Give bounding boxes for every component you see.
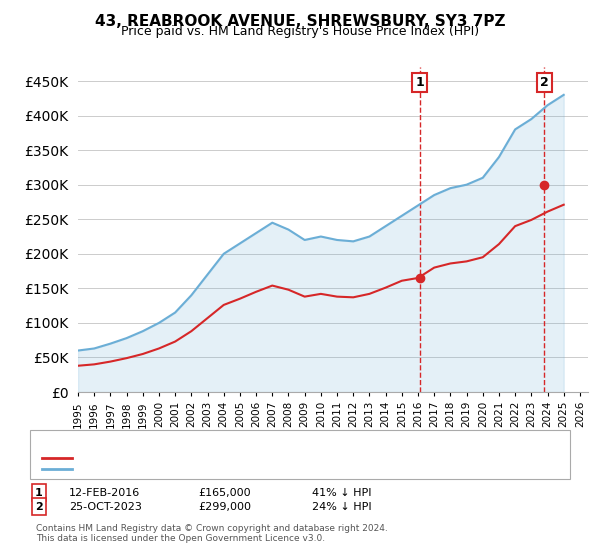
Text: 25-OCT-2023: 25-OCT-2023	[69, 502, 142, 512]
Text: Contains HM Land Registry data © Crown copyright and database right 2024.
This d: Contains HM Land Registry data © Crown c…	[36, 524, 388, 543]
Text: 12-FEB-2016: 12-FEB-2016	[69, 488, 140, 498]
Text: 1: 1	[415, 76, 424, 89]
Text: 43, REABROOK AVENUE, SHREWSBURY, SY3 7PZ: 43, REABROOK AVENUE, SHREWSBURY, SY3 7PZ	[95, 14, 505, 29]
Text: 1: 1	[35, 488, 43, 498]
Text: HPI: Average price, detached house, Shropshire: HPI: Average price, detached house, Shro…	[78, 464, 327, 474]
Text: Price paid vs. HM Land Registry's House Price Index (HPI): Price paid vs. HM Land Registry's House …	[121, 25, 479, 38]
Text: 41% ↓ HPI: 41% ↓ HPI	[312, 488, 371, 498]
Text: £165,000: £165,000	[198, 488, 251, 498]
Text: 2: 2	[35, 502, 43, 512]
Text: 2: 2	[540, 76, 549, 89]
Text: 43, REABROOK AVENUE, SHREWSBURY, SY3 7PZ (detached house): 43, REABROOK AVENUE, SHREWSBURY, SY3 7PZ…	[78, 452, 424, 463]
Text: 24% ↓ HPI: 24% ↓ HPI	[312, 502, 371, 512]
Text: £299,000: £299,000	[198, 502, 251, 512]
